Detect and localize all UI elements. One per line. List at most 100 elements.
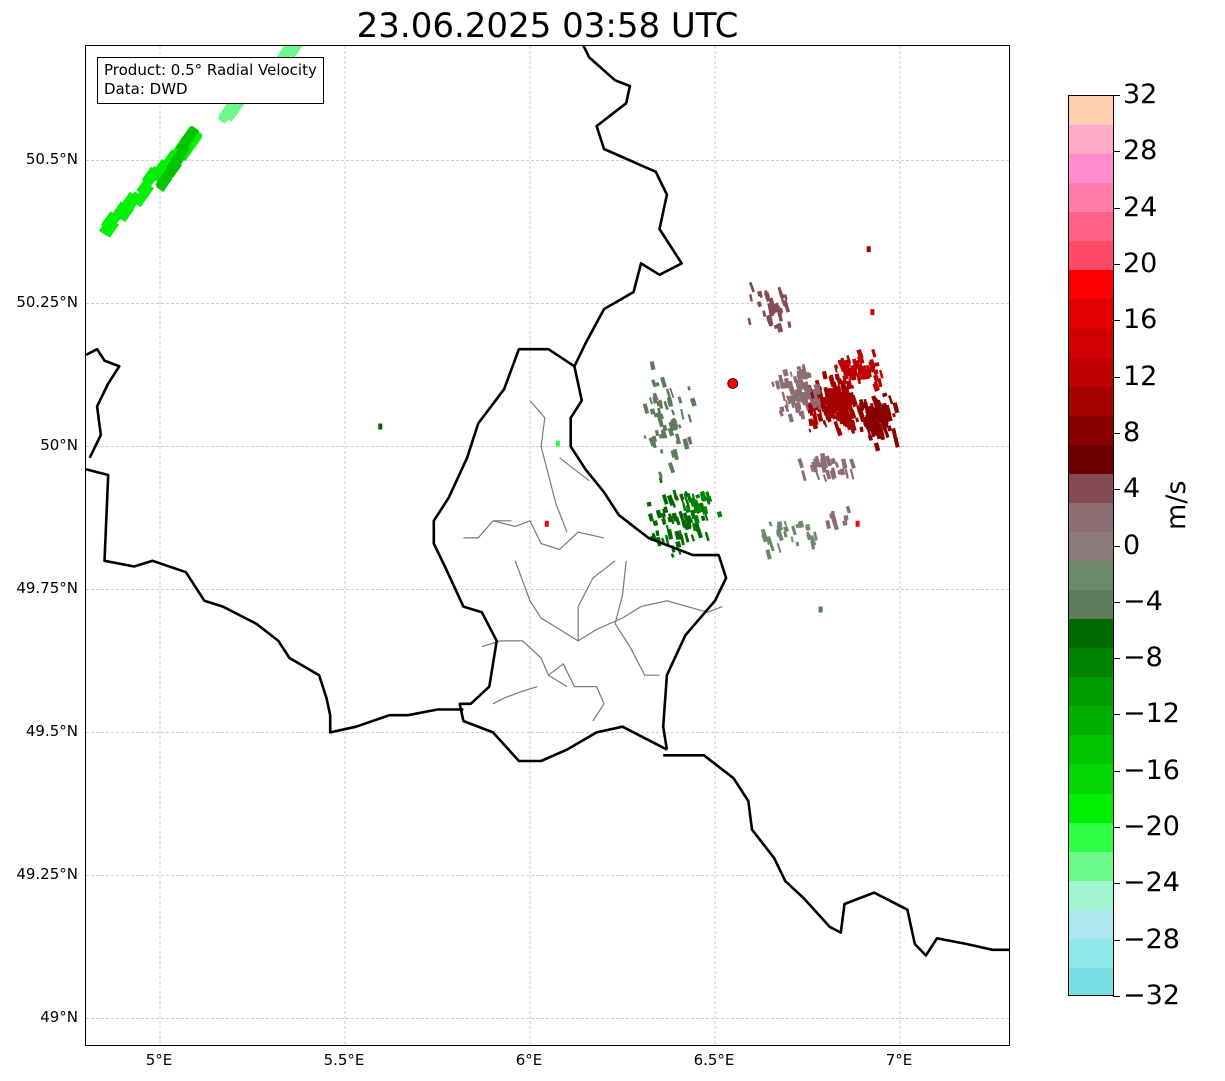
radar-echo-pixel — [555, 440, 560, 447]
radar-echo-pixel — [649, 408, 656, 415]
radar-echo-pixel — [821, 370, 828, 380]
radar-echo-pixel — [757, 291, 762, 297]
radar-echo-pixel — [800, 378, 806, 390]
colorbar-segment — [1069, 96, 1113, 126]
radar-echo-pixel — [661, 512, 666, 522]
radar-echo-pixel — [842, 520, 848, 526]
radar-echo-pixel — [832, 384, 836, 394]
data-source-label: Data: DWD — [104, 80, 188, 98]
radar-echo-pixel — [830, 457, 837, 465]
radar-echo-pixel — [835, 413, 841, 422]
radar-echo-pixel — [841, 360, 848, 371]
radar-echo-pixel — [828, 399, 833, 405]
map-canvas[interactable] — [86, 46, 1010, 1046]
far-range-echo — [180, 128, 198, 147]
radar-echo-pixel — [873, 442, 881, 452]
colorbar-segment — [1069, 938, 1113, 969]
far-range-echo — [155, 173, 173, 192]
radar-echo-pixel — [690, 534, 695, 542]
radar-echo-pixel — [704, 531, 710, 542]
radar-echo-pixel — [868, 422, 874, 430]
radar-echo-pixel — [823, 406, 829, 413]
radar-echo-pixel — [855, 520, 860, 527]
colorbar-tick-mark — [1113, 376, 1120, 378]
colorbar-tick-label: 4 — [1123, 473, 1141, 505]
longitude-tick-label: 7°E — [885, 1051, 913, 1069]
canton-boundary — [492, 520, 605, 551]
radar-echo-pixel — [798, 411, 802, 417]
country-border — [569, 46, 728, 750]
colorbar-segment — [1069, 590, 1113, 620]
colorbar-tick-mark — [1113, 207, 1120, 209]
radar-echo-pixel — [680, 408, 685, 420]
radar-echo-pixel — [659, 449, 664, 454]
radar-echo-pixel — [808, 428, 812, 433]
colorbar-segment — [1069, 880, 1113, 911]
radar-echo-pixel — [778, 307, 784, 314]
canton-boundary — [514, 560, 723, 642]
radar-echo-pixel — [671, 512, 678, 520]
longitude-tick-label: 5.5°E — [323, 1051, 365, 1069]
radar-echo-pixel — [785, 399, 789, 408]
radar-echo-pixel — [873, 406, 879, 416]
radar-echo-pixel — [674, 433, 682, 445]
radar-echo-pixel — [682, 503, 687, 512]
radar-echo-pixel — [662, 424, 668, 432]
radar-echo-pixel — [811, 419, 819, 430]
radar-echo-pixel — [866, 246, 871, 253]
colorbar-segment — [1069, 793, 1113, 824]
map-panel[interactable] — [85, 45, 1010, 1046]
colorbar-tick-label: 20 — [1123, 247, 1158, 279]
radar-echo-pixel — [822, 474, 828, 482]
colorbar-tick-mark — [1113, 770, 1120, 772]
radar-echo-pixel — [848, 366, 856, 377]
radar-echo-pixel — [678, 510, 684, 519]
radar-echo-pixel — [816, 412, 824, 422]
radar-echo-pixel — [779, 406, 785, 413]
latitude-tick-label: 50°N — [40, 436, 78, 455]
radar-echo-pixel — [859, 402, 864, 409]
radar-echo-pixel — [852, 365, 858, 371]
radar-echo-pixel — [667, 513, 674, 523]
radar-echo-pixel — [790, 536, 794, 543]
radar-echo-pixel — [836, 378, 843, 386]
latitude-tick-label: 50.25°N — [16, 293, 78, 312]
radar-echo-pixel — [756, 300, 763, 308]
far-range-echo — [157, 156, 175, 175]
radar-echo-pixel — [873, 401, 878, 410]
radar-echo-pixel — [815, 398, 822, 406]
radar-echo-pixel — [873, 369, 879, 375]
radar-echo-pixel — [840, 458, 848, 470]
radar-echo-pixel — [778, 410, 784, 417]
product-info-box: Product: 0.5° Radial Velocity Data: DWD — [97, 57, 324, 104]
radar-echo-pixel — [883, 427, 890, 439]
radar-echo-pixel — [776, 543, 782, 553]
far-range-echo — [125, 191, 143, 210]
radar-echo-pixel — [820, 452, 827, 463]
radar-echo-pixel — [778, 378, 786, 389]
radar-echo-pixel — [805, 390, 812, 400]
radar-echo-pixel — [692, 522, 697, 532]
radar-echo-pixel — [762, 310, 767, 317]
radar-echo-pixel — [801, 364, 807, 375]
radar-echo-pixel — [844, 387, 848, 394]
colorbar-tick-mark — [1113, 658, 1120, 660]
colorbar-segment — [1069, 473, 1113, 504]
radar-echo-pixel — [774, 380, 781, 390]
radar-echo-pixel — [834, 373, 841, 381]
radar-echo-pixel — [765, 549, 772, 560]
colorbar-tick-label: −4 — [1123, 585, 1163, 617]
colorbar-segment — [1069, 386, 1113, 417]
radar-echo-pixel — [783, 377, 791, 389]
colorbar-tick-label: −20 — [1123, 811, 1180, 843]
radar-echo-pixel — [840, 384, 847, 395]
radar-echo-pixel — [652, 435, 658, 443]
radar-echo-pixel — [814, 384, 821, 392]
radar-echo-pixel — [796, 365, 802, 371]
radar-echo-pixel — [657, 407, 662, 416]
radar-echo-pixel — [544, 520, 549, 527]
radar-echo-pixel — [864, 369, 871, 380]
radar-echo-pixel — [770, 309, 774, 317]
colorbar-segment — [1069, 619, 1113, 649]
radar-echo-pixel — [887, 395, 894, 405]
